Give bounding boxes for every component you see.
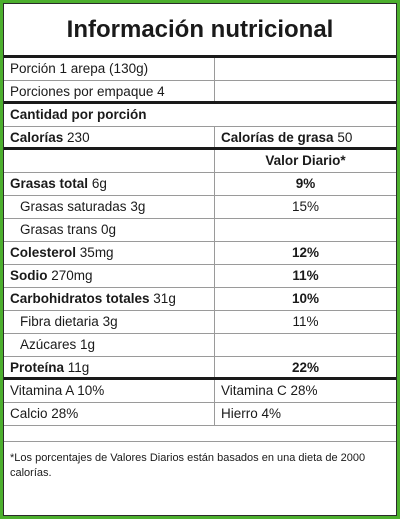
nutrient-daily-value: 15% xyxy=(291,199,320,214)
nutrient-row: Proteína 11g 22% xyxy=(4,357,396,380)
nutrient-list: Grasas total 6g 9% Grasas saturadas 3g 1… xyxy=(4,173,396,380)
label-title: Información nutricional xyxy=(4,4,396,58)
footnote: *Los porcentajes de Valores Diarios está… xyxy=(10,452,366,479)
nutrient-amount: 3g xyxy=(102,314,118,329)
nutrient-daily-value: 11% xyxy=(292,314,319,329)
nutrient-amount: 6g xyxy=(91,176,107,191)
nutrient-cell: Sodio 270mg xyxy=(4,265,215,287)
nutrient-daily-value: 12% xyxy=(291,245,320,260)
servings-per-container-row: Porciones por empaque 4 xyxy=(4,81,396,104)
serving-size-empty xyxy=(215,58,396,80)
vitamin-right: Vitamina C 28% xyxy=(221,383,318,398)
amount-per-serving-row: Cantidad por porción xyxy=(4,104,396,127)
nutrient-cell: Grasas trans 0g xyxy=(4,219,215,241)
nutrient-amount: 0g xyxy=(101,222,117,237)
fat-calories-label: Calorías de grasa xyxy=(221,130,334,145)
vitamin-left: Vitamina A 10% xyxy=(4,380,215,402)
nutrient-row: Azúcares 1g xyxy=(4,334,396,357)
nutrient-label: Fibra dietaria xyxy=(20,314,99,329)
daily-value-header-empty xyxy=(4,150,215,172)
vitamin-list: Vitamina A 10% Vitamina C 28% Calcio 28% Hi… xyxy=(4,380,396,426)
nutrient-label: Grasas total xyxy=(10,176,89,191)
nutrient-daily-value: 11% xyxy=(292,268,319,283)
vitamin-row: Calcio 28% Hierro 4% xyxy=(4,403,396,426)
nutrient-label: Sodio xyxy=(10,268,48,283)
amount-per-serving-header: Cantidad por porción xyxy=(10,107,147,122)
nutrient-amount: 11g xyxy=(67,360,90,375)
nutrient-cell: Grasas total 6g xyxy=(4,173,215,195)
nutrient-cell: Carbohidratos totales 31g xyxy=(4,288,215,310)
serving-size-label: Porción 1 arepa (130g) xyxy=(4,58,215,80)
nutrient-cell: Fibra dietaria 3g xyxy=(4,311,215,333)
nutrient-row: Grasas trans 0g xyxy=(4,219,396,242)
nutrient-cell: Colesterol 35mg xyxy=(4,242,215,264)
daily-value-header-row: Valor Diario* xyxy=(4,150,396,173)
nutrient-daily-value: 9% xyxy=(295,176,316,191)
nutrient-cell: Grasas saturadas 3g xyxy=(4,196,215,218)
nutrient-cell: Azúcares 1g xyxy=(4,334,215,356)
calories-value: 230 xyxy=(67,130,90,145)
servings-per-container-empty xyxy=(215,81,396,101)
nutrient-label: Carbohidratos totales xyxy=(10,291,150,306)
nutrient-row: Grasas total 6g 9% xyxy=(4,173,396,196)
fat-calories-cell: Calorías de grasa 50 xyxy=(215,127,396,147)
nutrient-daily-value: 22% xyxy=(291,360,320,375)
nutrient-amount: 3g xyxy=(130,199,146,214)
nutrient-cell: Proteína 11g xyxy=(4,357,215,377)
nutrient-label: Grasas saturadas xyxy=(20,199,127,214)
nutrient-row: Colesterol 35mg 12% xyxy=(4,242,396,265)
nutrient-daily-value xyxy=(215,219,396,241)
nutrient-label: Colesterol xyxy=(10,245,77,260)
vitamin-right: Hierro 4% xyxy=(221,406,282,421)
calories-cell: Calorías 230 xyxy=(4,127,215,147)
nutrient-row: Fibra dietaria 3g 11% xyxy=(4,311,396,334)
nutrient-amount: 31g xyxy=(153,291,176,306)
nutrient-daily-value: 10% xyxy=(291,291,320,306)
nutrition-facts-panel: Información nutricional Porción 1 arepa … xyxy=(3,3,397,516)
daily-value-header: Valor Diario* xyxy=(265,153,346,168)
nutrient-daily-value xyxy=(215,334,396,356)
nutrient-amount: 270mg xyxy=(51,268,93,283)
fat-calories-value: 50 xyxy=(337,130,353,145)
vitamin-row: Vitamina A 10% Vitamina C 28% xyxy=(4,380,396,403)
nutrient-row: Grasas saturadas 3g 15% xyxy=(4,196,396,219)
nutrient-label: Proteína xyxy=(10,360,65,375)
nutrient-amount: 1g xyxy=(80,337,96,352)
nutrient-label: Azúcares xyxy=(20,337,77,352)
nutrient-row: Carbohidratos totales 31g 10% xyxy=(4,288,396,311)
nutrient-row: Sodio 270mg 11% xyxy=(4,265,396,288)
serving-size-row: Porción 1 arepa (130g) xyxy=(4,58,396,81)
calories-row: Calorías 230 Calorías de grasa 50 xyxy=(4,127,396,150)
nutrient-amount: 35mg xyxy=(79,245,114,260)
servings-per-container-label: Porciones por empaque 4 xyxy=(4,81,215,101)
calories-label: Calorías xyxy=(10,130,64,145)
vitamin-left: Calcio 28% xyxy=(4,403,215,425)
spacer-row xyxy=(4,426,396,442)
nutrient-label: Grasas trans xyxy=(20,222,98,237)
